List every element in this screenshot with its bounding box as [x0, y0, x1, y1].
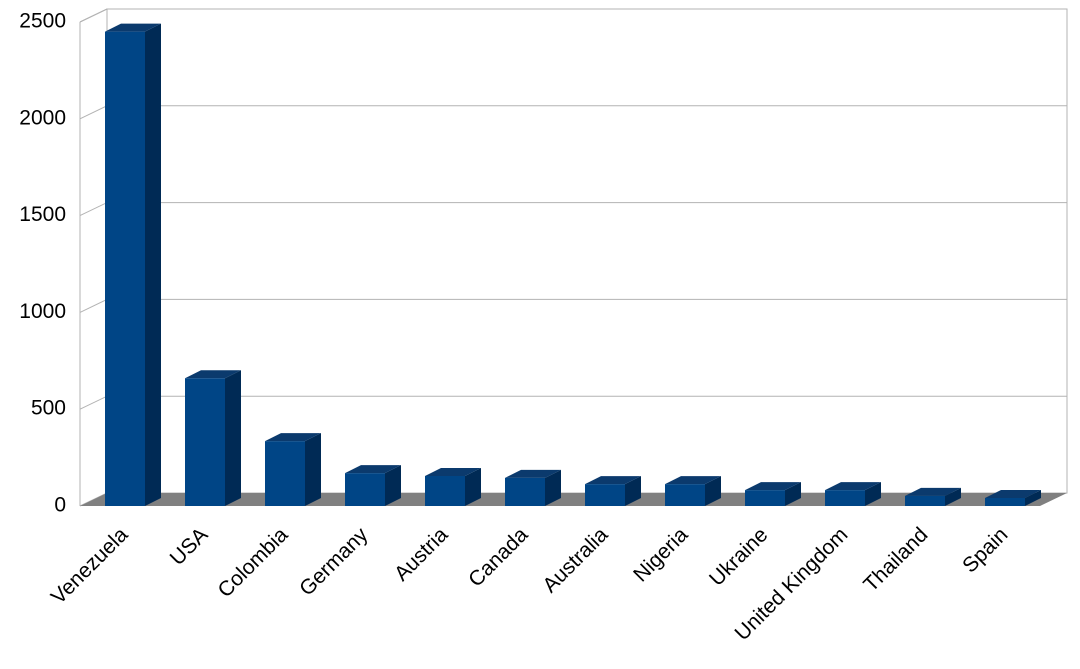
- x-tick-label: Venezuela: [47, 523, 133, 609]
- x-tick-label: Austria: [390, 523, 453, 586]
- bar-top: [345, 465, 401, 474]
- bar-top: [825, 482, 881, 491]
- bar-side: [785, 482, 801, 506]
- bar-side: [465, 467, 481, 506]
- bar: [665, 476, 721, 506]
- x-tick-label: Spain: [958, 523, 1012, 577]
- x-tick-label: USA: [166, 523, 213, 570]
- bar: [425, 467, 481, 506]
- bar-top: [745, 482, 801, 491]
- x-tick-label: Ukraine: [705, 523, 772, 590]
- bar-side: [225, 370, 241, 506]
- bar: [345, 465, 401, 506]
- bar: [505, 469, 561, 506]
- bar-side: [385, 465, 401, 506]
- bar: [585, 476, 641, 506]
- y-tick-label: 500: [31, 397, 66, 420]
- x-tick-label: Nigeria: [629, 523, 693, 587]
- bar-front: [905, 495, 945, 506]
- bar-top: [185, 370, 241, 379]
- bar-side: [1025, 490, 1041, 506]
- bar: [265, 433, 321, 506]
- bar-top: [265, 433, 321, 442]
- grid-line: [79, 298, 1067, 313]
- y-tick-label: 2500: [19, 10, 66, 33]
- bar-front: [745, 490, 785, 506]
- bar-side: [705, 476, 721, 506]
- bar-front: [425, 475, 465, 506]
- bar: [985, 490, 1041, 506]
- bar-front: [345, 473, 385, 506]
- bar-top: [425, 467, 481, 476]
- bar-front: [265, 441, 305, 506]
- y-tick-label: 1000: [19, 300, 66, 323]
- bar-side: [625, 476, 641, 506]
- bar-top: [585, 476, 641, 485]
- y-tick-label: 1500: [19, 203, 66, 226]
- bar-front: [985, 498, 1025, 506]
- bar-front: [505, 477, 545, 506]
- y-tick-label: 0: [54, 494, 66, 517]
- bar-front: [665, 484, 705, 506]
- bar: [745, 482, 801, 506]
- grid-line: [79, 8, 1067, 23]
- bar-side: [865, 482, 881, 506]
- bar: [905, 487, 961, 506]
- bar-front: [185, 378, 225, 506]
- bar: [185, 370, 241, 506]
- y-tick-label: 2000: [19, 106, 66, 129]
- x-tick-label: Germany: [295, 523, 373, 601]
- bar-top: [905, 487, 961, 496]
- floor: [80, 493, 1067, 506]
- bar-front: [825, 490, 865, 506]
- bar-side: [945, 487, 961, 506]
- bar: [825, 482, 881, 506]
- bar-front: [105, 31, 145, 507]
- grid-line: [79, 202, 1067, 217]
- bar-side: [145, 23, 161, 507]
- bar: [105, 23, 161, 507]
- x-tick-label: Canada: [464, 523, 533, 592]
- bar-top: [505, 469, 561, 478]
- bar-side: [305, 433, 321, 506]
- bar-top: [665, 476, 721, 485]
- bar-front: [585, 484, 625, 506]
- x-tick-label: Colombia: [213, 523, 292, 602]
- bar-side: [545, 469, 561, 506]
- bar-top: [985, 490, 1041, 499]
- grid-line: [79, 105, 1067, 120]
- x-tick-label: Thailand: [859, 523, 932, 596]
- x-tick-label: Australia: [538, 523, 612, 597]
- back-wall: [106, 8, 1068, 494]
- bar-top: [105, 23, 161, 32]
